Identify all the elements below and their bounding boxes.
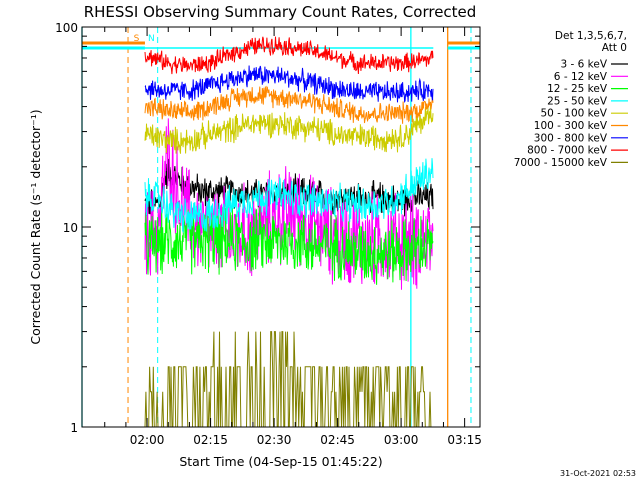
axes: 1 10 100 02:00 02:15 02:30 02:45 03:00 03:15	[55, 21, 482, 447]
legend-label-2: 12 - 25 keV	[547, 83, 608, 95]
x-tick-label-1: 02:15	[193, 433, 228, 447]
chart-title: RHESSI Observing Summary Count Rates, Co…	[84, 3, 477, 21]
x-tick-label-3: 02:45	[320, 433, 355, 447]
legend-label-5: 100 - 300 keV	[534, 120, 608, 132]
series-line-7	[144, 36, 434, 75]
legend-label-4: 50 - 100 keV	[540, 108, 607, 120]
legend-header-line-2: Att 0	[602, 42, 627, 54]
legend-label-6: 300 - 800 keV	[534, 132, 608, 144]
series-line-4	[144, 103, 434, 154]
legend-label-7: 800 - 7000 keV	[527, 145, 608, 157]
footer-timestamp: 31-Oct-2021 02:53	[560, 469, 636, 478]
legend-label-3: 25 - 50 keV	[547, 95, 608, 107]
x-tick-label-0: 02:00	[130, 433, 165, 447]
annotation-s: S	[134, 34, 140, 44]
series-line-6	[144, 65, 434, 104]
y-axis-label: Corrected Count Rate (s⁻¹ detector⁻¹)	[28, 109, 43, 344]
x-tick-label-5: 03:15	[447, 433, 482, 447]
x-tick-label-2: 02:30	[257, 433, 292, 447]
legend-header-line-1: Det 1,3,5,6,7,	[555, 30, 627, 42]
annotation-n: N	[148, 34, 155, 44]
y-tick-label-1: 10	[63, 221, 78, 235]
legend-label-8: 7000 - 15000 keV	[514, 157, 608, 169]
series-line-3	[144, 158, 434, 234]
x-axis-label: Start Time (04-Sep-15 01:45:22)	[179, 454, 382, 469]
legend-label-1: 6 - 12 keV	[554, 71, 608, 83]
series-line-5	[144, 85, 434, 124]
x-tick-label-4: 03:00	[384, 433, 419, 447]
y-tick-label-0: 1	[70, 421, 78, 435]
series-line-2	[144, 207, 434, 285]
y-tick-label-2: 100	[55, 21, 78, 35]
legend-label-0: 3 - 6 keV	[560, 59, 607, 71]
